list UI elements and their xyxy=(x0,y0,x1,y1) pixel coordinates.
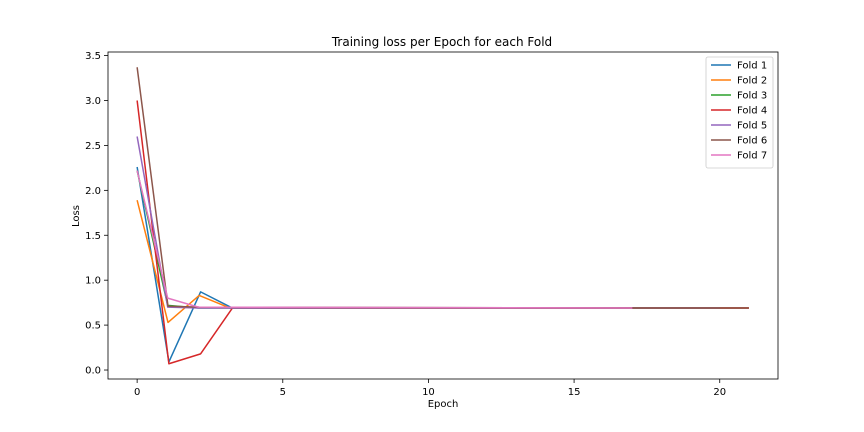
x-axis-label: Epoch xyxy=(428,399,459,410)
x-tick-label: 0 xyxy=(134,387,140,398)
series-line-fold-7 xyxy=(136,170,633,309)
legend-label: Fold 2 xyxy=(737,76,767,87)
y-axis-label: Loss xyxy=(71,205,82,227)
y-tick-label: 0.0 xyxy=(85,366,101,377)
series-line-fold-5 xyxy=(136,136,720,309)
series-line-fold-1 xyxy=(136,166,749,363)
y-axis: 0.0 0.5 1.0 1.5 2.0 2.5 3.0 3.5 xyxy=(85,51,108,377)
y-tick-label: 3.0 xyxy=(85,96,101,107)
y-tick-label: 2.5 xyxy=(85,141,101,152)
x-tick-label: 20 xyxy=(713,387,726,398)
y-tick-label: 1.0 xyxy=(85,276,101,287)
series-line-fold-2 xyxy=(136,200,749,324)
legend-label: Fold 5 xyxy=(737,121,767,132)
legend-label: Fold 1 xyxy=(737,61,767,72)
chart-title: Training loss per Epoch for each Fold xyxy=(331,35,552,49)
legend-label: Fold 6 xyxy=(737,136,767,147)
legend-label: Fold 7 xyxy=(737,151,767,162)
y-tick-label: 2.0 xyxy=(85,186,101,197)
plot-frame xyxy=(107,51,779,380)
y-tick-label: 1.5 xyxy=(85,231,101,242)
series-line-fold-6 xyxy=(136,67,749,309)
y-tick-label: 0.5 xyxy=(85,321,101,332)
legend-label: Fold 3 xyxy=(737,91,767,102)
x-axis: 0 5 10 15 20 xyxy=(134,379,726,398)
x-tick-label: 15 xyxy=(568,387,581,398)
x-tick-label: 5 xyxy=(280,387,286,398)
plot-lines xyxy=(136,67,749,365)
legend-label: Fold 4 xyxy=(737,106,767,117)
x-tick-label: 10 xyxy=(422,387,435,398)
series-line-fold-3 xyxy=(136,170,720,309)
series-line-fold-4 xyxy=(136,100,749,365)
y-tick-label: 3.5 xyxy=(85,51,101,62)
legend: Fold 1 Fold 2 Fold 3 Fold 4 Fold 5 Fold 6 Fold… xyxy=(705,56,774,169)
